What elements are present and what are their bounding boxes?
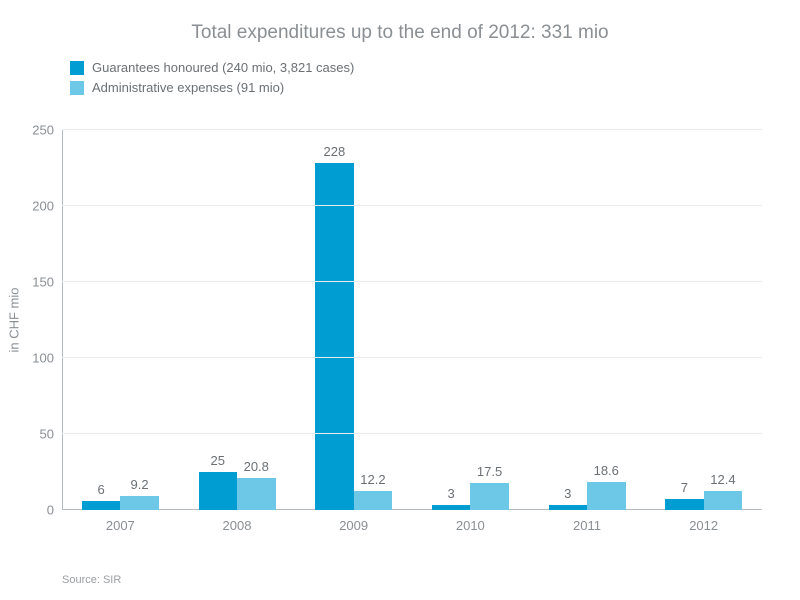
bar-admin: 20.8	[237, 478, 276, 510]
x-tick-label: 2007	[106, 510, 135, 533]
y-tick-label: 250	[32, 123, 62, 138]
bar-admin: 12.4	[704, 491, 743, 510]
bar-admin: 12.2	[354, 491, 393, 510]
bar-value-label: 20.8	[244, 459, 269, 478]
y-tick-label: 150	[32, 275, 62, 290]
x-tick-label: 2010	[456, 510, 485, 533]
x-tick-label: 2008	[223, 510, 252, 533]
x-tick-label: 2012	[689, 510, 718, 533]
grid-line	[62, 433, 762, 434]
bar-value-label: 17.5	[477, 464, 502, 483]
bar-value-label: 3	[564, 486, 571, 505]
bar-guarantees: 7	[665, 499, 704, 510]
bar-value-label: 25	[211, 453, 225, 472]
bar-value-label: 3	[447, 486, 454, 505]
grid-line	[62, 357, 762, 358]
legend-swatch	[70, 81, 84, 95]
expenditures-chart: Total expenditures up to the end of 2012…	[0, 0, 800, 600]
bar-guarantees: 25	[199, 472, 238, 510]
bar-value-label: 12.2	[360, 472, 385, 491]
legend-label: Guarantees honoured (240 mio, 3,821 case…	[92, 60, 354, 75]
y-tick-label: 50	[40, 427, 62, 442]
bars-container: 69.22520.822812.2317.5318.6712.4	[62, 130, 762, 510]
bar-admin: 17.5	[470, 483, 509, 510]
legend: Guarantees honoured (240 mio, 3,821 case…	[70, 60, 354, 100]
plot-area: in CHF mio 69.22520.822812.2317.5318.671…	[62, 130, 762, 510]
legend-item: Guarantees honoured (240 mio, 3,821 case…	[70, 60, 354, 75]
legend-item: Administrative expenses (91 mio)	[70, 80, 354, 95]
bar-value-label: 7	[681, 480, 688, 499]
bar-guarantees: 228	[315, 163, 354, 510]
legend-swatch	[70, 61, 84, 75]
y-axis-title: in CHF mio	[7, 287, 22, 352]
bar-admin: 18.6	[587, 482, 626, 510]
y-tick-label: 100	[32, 351, 62, 366]
chart-title: Total expenditures up to the end of 2012…	[0, 22, 800, 44]
bar-value-label: 228	[324, 144, 346, 163]
grid-line	[62, 281, 762, 282]
bar-value-label: 18.6	[594, 463, 619, 482]
bar-admin: 9.2	[120, 496, 159, 510]
bar-value-label: 12.4	[710, 472, 735, 491]
y-tick-label: 0	[47, 503, 62, 518]
bar-value-label: 6	[97, 482, 104, 501]
legend-label: Administrative expenses (91 mio)	[92, 80, 284, 95]
y-tick-label: 200	[32, 199, 62, 214]
bar-guarantees: 6	[82, 501, 121, 510]
x-tick-label: 2009	[339, 510, 368, 533]
grid-line	[62, 205, 762, 206]
bar-value-label: 9.2	[131, 477, 149, 496]
source-note: Source: SIR	[62, 574, 121, 586]
x-tick-label: 2011	[573, 510, 601, 533]
grid-line	[62, 129, 762, 130]
